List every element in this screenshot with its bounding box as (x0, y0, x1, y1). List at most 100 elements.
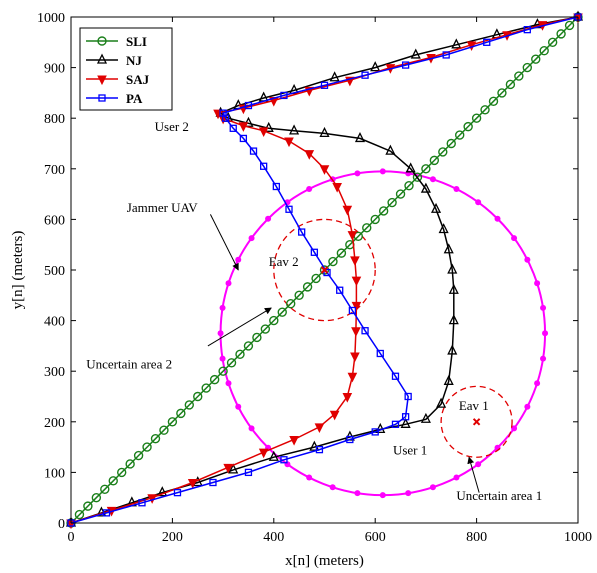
data-point (451, 38, 462, 49)
data-point (157, 486, 168, 497)
data-point (564, 20, 575, 31)
data-point (243, 341, 254, 351)
jammer-marker (219, 355, 226, 362)
data-point (272, 182, 280, 191)
data-point (336, 248, 347, 258)
data-point (401, 413, 410, 421)
data-point (108, 476, 118, 486)
jammer-marker (475, 199, 482, 206)
eavesdropper-marker (320, 266, 329, 274)
data-point (320, 81, 329, 89)
jammer-marker (542, 330, 549, 337)
data-point (226, 358, 237, 368)
jammer-marker (329, 484, 336, 491)
data-point (286, 299, 296, 309)
y-tick-label: 500 (44, 264, 65, 279)
data-point (323, 268, 331, 277)
data-point (319, 126, 330, 138)
data-point (102, 509, 111, 517)
data-point (260, 324, 271, 334)
data-point (391, 372, 400, 380)
x-axis-label: x[n] (meters) (285, 553, 364, 569)
data-point (342, 393, 353, 403)
data-point (91, 493, 102, 503)
jammer-marker (354, 170, 361, 177)
data-point (258, 127, 269, 137)
data-point (289, 436, 299, 446)
data-point (395, 189, 406, 199)
circles-layer (217, 168, 549, 499)
data-point (116, 467, 127, 478)
legend-label: NJ (126, 53, 142, 68)
data-point (239, 134, 248, 143)
x-tick-label: 400 (263, 530, 284, 545)
data-point (249, 147, 258, 155)
x-tick-label: 800 (466, 530, 487, 545)
jammer-marker (379, 168, 386, 175)
data-point (514, 71, 524, 81)
x-tick-label: 600 (365, 530, 386, 545)
data-point (430, 202, 442, 213)
data-point (387, 197, 397, 208)
annotation-label: User 1 (393, 443, 427, 458)
legend-marker (98, 94, 106, 102)
data-point (184, 400, 195, 410)
data-point (187, 479, 198, 489)
data-point (497, 88, 507, 98)
data-point (471, 113, 482, 123)
data-point (346, 435, 354, 444)
data-point (336, 286, 344, 294)
data-point (391, 420, 400, 428)
data-point (421, 164, 431, 174)
jammer-marker (429, 484, 436, 491)
data-point (351, 301, 362, 312)
jammer-marker (217, 330, 224, 337)
data-point (219, 109, 227, 117)
y-axis-label: y[n] (meters) (10, 231, 26, 310)
data-point (342, 205, 353, 216)
data-point (420, 412, 431, 423)
data-point (167, 417, 178, 427)
data-point (150, 433, 161, 444)
annotation-label: Uncertain area 1 (456, 488, 542, 503)
data-point (223, 463, 233, 474)
jammer-marker (219, 304, 226, 311)
data-point (243, 116, 254, 127)
x-tick-label: 0 (68, 530, 75, 545)
data-point (209, 374, 220, 385)
data-point (429, 155, 440, 166)
legend-marker (97, 75, 107, 86)
data-point (302, 282, 313, 292)
data-point (285, 205, 293, 213)
data-point (443, 374, 454, 385)
data-point (362, 223, 372, 233)
y-tick-label: 200 (44, 416, 65, 431)
data-point (400, 417, 411, 428)
data-point (332, 183, 342, 193)
data-point (125, 459, 135, 469)
jammer-marker (235, 403, 242, 410)
series-line (70, 16, 579, 524)
data-point (412, 172, 423, 182)
data-point (176, 408, 186, 419)
annotation-label: Uncertain area 2 (86, 357, 172, 372)
data-point (539, 46, 549, 56)
data-point (483, 38, 491, 46)
data-point (304, 150, 315, 160)
y-tick-label: 700 (44, 163, 65, 178)
jammer-marker (405, 490, 412, 497)
data-point (133, 450, 144, 461)
data-point (348, 306, 357, 315)
data-point (201, 383, 211, 393)
data-point (404, 392, 412, 401)
data-point (229, 124, 237, 132)
data-point (351, 276, 362, 287)
data-point (328, 256, 338, 267)
data-point (280, 456, 288, 464)
data-point (410, 48, 421, 59)
legend: SLI NJ SAJ PA (79, 27, 173, 111)
data-point (376, 349, 384, 358)
data-point (547, 37, 558, 47)
eavesdropper-marker (472, 418, 481, 426)
data-point (159, 425, 169, 435)
